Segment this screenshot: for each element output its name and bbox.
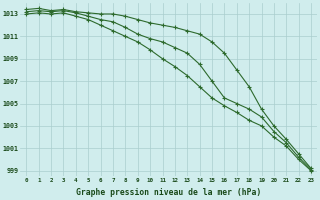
X-axis label: Graphe pression niveau de la mer (hPa): Graphe pression niveau de la mer (hPa) [76,188,261,197]
